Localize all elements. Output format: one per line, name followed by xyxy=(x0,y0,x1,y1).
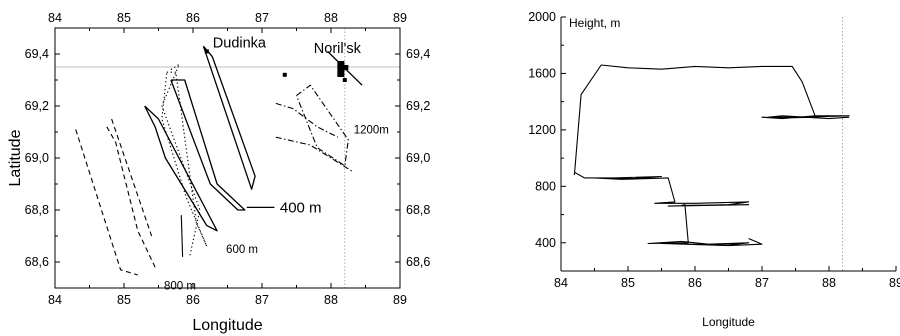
map-x-tick-label-top: 86 xyxy=(186,11,200,25)
map-point-marker xyxy=(342,78,347,82)
map-series-line xyxy=(202,45,256,190)
map-series-line xyxy=(161,71,208,247)
map-y-tick-label-right: 69,4 xyxy=(406,47,430,61)
map-x-tick-label-bottom: 89 xyxy=(393,293,407,307)
map-series-line xyxy=(161,63,201,257)
profile-x-tick-label: 84 xyxy=(554,276,568,290)
map-x-tick-label-bottom: 86 xyxy=(186,293,200,307)
map-x-tick-label-top: 87 xyxy=(255,11,269,25)
profile-series-line xyxy=(574,171,763,247)
map-x-tick-label-top: 89 xyxy=(393,11,407,25)
map-y-tick-label-right: 68,8 xyxy=(406,203,430,217)
map-y-tick-label-left: 68,8 xyxy=(25,203,49,217)
map-x-tick-label-top: 88 xyxy=(324,11,338,25)
profile-y-tick-label: 1600 xyxy=(528,66,556,80)
map-series-line xyxy=(111,118,153,237)
map-y-tick-label-left: 69,4 xyxy=(25,47,49,61)
map-y-tick-label-right: 69,2 xyxy=(406,99,430,113)
map-series-line xyxy=(144,105,218,232)
map-y-tick-label-right: 69,0 xyxy=(406,151,430,165)
profile-y-tick-label: 2000 xyxy=(528,10,556,24)
city-marker xyxy=(343,65,349,70)
city-label: Noril'sk xyxy=(314,41,362,57)
map-series-line xyxy=(170,79,246,211)
map-series-line xyxy=(275,136,352,172)
map-point-marker xyxy=(282,72,287,77)
profile-series-line xyxy=(573,64,850,176)
profile-x-tick-label: 88 xyxy=(822,276,836,290)
profile-x-tick-label: 85 xyxy=(621,276,635,290)
map-series-line xyxy=(275,102,339,138)
map-series-line xyxy=(295,84,349,167)
profile-x-tick-label: 89 xyxy=(889,276,900,290)
map-contour-label: 400 m xyxy=(280,199,322,216)
map-x-tick-label-top: 85 xyxy=(117,11,131,25)
map-x-tick-label-bottom: 84 xyxy=(48,293,62,307)
map-x-tick-label-top: 84 xyxy=(48,11,62,25)
map-contour-label: 600 m xyxy=(226,244,258,256)
city-marker xyxy=(337,61,345,77)
map-y-tick-label-left: 69,0 xyxy=(25,151,49,165)
map-x-tick-label-bottom: 87 xyxy=(255,293,269,307)
city-marker xyxy=(204,49,209,54)
profile-x-tick-label: 87 xyxy=(755,276,769,290)
map-y-tick-label-left: 69,2 xyxy=(25,99,49,113)
map-series-line xyxy=(75,129,138,276)
profile-y-tick-label: 1200 xyxy=(528,123,556,137)
map-x-tick-label-bottom: 85 xyxy=(117,293,131,307)
map-panel: 400 m 600 m 800 m 1200m Dudinka Noril'sk 84 84 8… xyxy=(7,11,430,334)
map-y-tick-label-left: 68,6 xyxy=(25,255,49,269)
map-x-tick-label-bottom: 88 xyxy=(324,293,338,307)
profile-x-tick-label: 86 xyxy=(688,276,702,290)
map-label-leader-line xyxy=(180,215,184,257)
map-x-axis-title: Longitude xyxy=(192,317,262,334)
city-label: Dudinka xyxy=(213,35,267,51)
map-y-tick-label-right: 68,6 xyxy=(406,255,430,269)
map-series-line xyxy=(106,126,156,268)
profile-y-tick-label: 800 xyxy=(535,179,556,193)
profile-y-axis-title: Height, m xyxy=(569,16,620,30)
map-y-axis-title: Latitude xyxy=(7,129,24,186)
profile-x-axis-title: Longitude xyxy=(702,315,755,329)
profile-panel: 84 85 86 87 88 89 400 800 1200 1600 2000 Longitude H… xyxy=(528,10,900,329)
profile-y-tick-label: 400 xyxy=(535,236,556,250)
map-contour-label: 1200m xyxy=(354,124,389,136)
map-contour-label: 800 m xyxy=(164,280,196,292)
